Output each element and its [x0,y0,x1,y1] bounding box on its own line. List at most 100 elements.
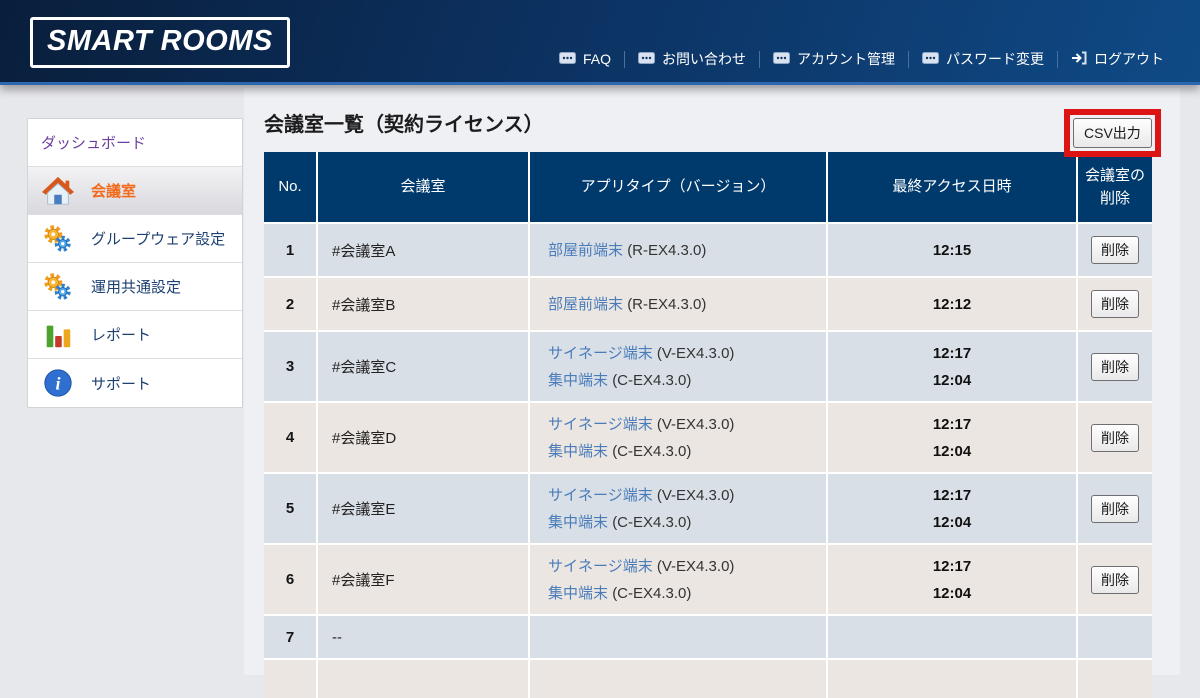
top-nav: FAQ お問い合わせ アカウント管理 パスワード変更 ログアウト [558,49,1164,69]
nav-password-label: パスワード変更 [946,51,1044,67]
nav-password-change[interactable]: パスワード変更 [922,49,1044,69]
nav-faq-label: FAQ [582,51,611,67]
sidebar-operation-label: 運用共通設定 [91,279,182,296]
app-type-cell: サイネージ端末 (V-EX4.3.0) 集中端末 (C-EX4.3.0) [530,401,828,472]
home-icon [41,175,75,207]
table-row: 1 #会議室A 部屋前端末 (R-EX4.3.0) 12:15 削除 [264,222,1152,276]
gears-icon [41,271,75,303]
delete-cell [1078,614,1152,658]
app-type-link[interactable]: 部屋前端末 [548,241,624,259]
app-type-cell: 部屋前端末 (R-EX4.3.0) [530,222,828,276]
sidebar-support-label: サポート [91,375,152,393]
delete-button[interactable]: 削除 [1091,352,1139,381]
col-header-no: No. [264,152,318,222]
app-version: (V-EX4.3.0) [656,557,735,575]
row-no: 6 [264,543,318,614]
last-access-time [828,614,1078,658]
nav-account-label: アカウント管理 [797,51,895,67]
app-type-link[interactable]: サイネージ端末 [548,415,653,433]
col-header-app-type: アプリタイプ（バージョン） [530,152,828,222]
nav-divider [624,50,625,68]
delete-button[interactable]: 削除 [1091,494,1139,523]
room-name: #会議室D [318,401,530,472]
sidebar-item-report[interactable]: レポート [28,311,242,359]
room-name: #会議室E [318,472,530,543]
gears-icon [41,223,75,255]
app-type-link[interactable]: サイネージ端末 [548,557,653,575]
delete-button[interactable]: 削除 [1091,290,1139,318]
sidebar-item-meeting-room[interactable]: 会議室 [28,167,242,215]
nav-divider [908,50,909,68]
room-name: #会議室F [318,543,530,614]
last-access-time: 12:17 12:04 [828,543,1078,614]
info-icon: i [41,367,75,399]
app-type-cell: 部屋前端末 (R-EX4.3.0) [530,276,828,330]
sidebar-item-groupware-settings[interactable]: グループウェア設定 [28,215,242,263]
table-row: 3 #会議室C サイネージ端末 (V-EX4.3.0) 集中端末 (C-EX4.… [264,330,1152,401]
sidebar-item-dashboard[interactable]: ダッシュボード [28,119,242,167]
app-type-cell: サイネージ端末 (V-EX4.3.0) 集中端末 (C-EX4.3.0) [530,330,828,401]
delete-button[interactable]: 削除 [1091,565,1139,594]
app-type-link[interactable]: サイネージ端末 [548,344,653,362]
table-row: 5 #会議室E サイネージ端末 (V-EX4.3.0) 集中端末 (C-EX4.… [264,472,1152,543]
row-no: 7 [264,614,318,658]
room-name: #会議室B [318,276,530,330]
room-name: #会議室A [318,222,530,276]
app-version: (C-EX4.3.0) [612,371,692,389]
csv-export-button[interactable]: CSV出力 [1073,118,1152,148]
nav-faq[interactable]: FAQ [558,51,611,67]
app-type-link[interactable]: 集中端末 [548,513,609,531]
row-no: 3 [264,330,318,401]
table-row: 4 #会議室D サイネージ端末 (V-EX4.3.0) 集中端末 (C-EX4.… [264,401,1152,472]
table-row: 7 -- [264,614,1152,658]
row-no: 2 [264,276,318,330]
app-type-link[interactable]: 集中端末 [548,442,609,460]
last-access-time: 12:17 12:04 [828,401,1078,472]
nav-logout-label: ログアウト [1094,51,1164,67]
nav-divider [759,50,760,68]
list-icon [638,51,655,67]
last-access-time: 12:12 [828,276,1078,330]
nav-divider [1057,50,1058,68]
nav-logout[interactable]: ログアウト [1071,49,1164,69]
table-row: 2 #会議室B 部屋前端末 (R-EX4.3.0) 12:12 削除 [264,276,1152,330]
nav-contact[interactable]: お問い合わせ [638,49,746,69]
sidebar-item-support[interactable]: i サポート [28,359,242,407]
nav-account-management[interactable]: アカウント管理 [773,49,895,69]
smart-rooms-logo[interactable]: SMART ROOMS [30,17,290,68]
col-header-delete: 会議室の削除 [1078,152,1152,222]
sidebar-dashboard-label: ダッシュボード [41,135,147,152]
main-content: 会議室一覧（契約ライセンス） No. 会議室 アプリタイプ（バージョン） 最終ア… [264,108,1152,698]
row-no: 5 [264,472,318,543]
sidebar-report-label: レポート [91,327,152,344]
col-header-room: 会議室 [318,152,530,222]
last-access-time: 12:17 12:04 [828,330,1078,401]
list-icon [922,51,939,67]
sidebar-item-operation-settings[interactable]: 運用共通設定 [28,263,242,311]
row-no: 4 [264,401,318,472]
delete-button[interactable]: 削除 [1091,423,1139,452]
app-type-cell [530,614,828,658]
last-access-time: 12:15 [828,222,1078,276]
delete-button[interactable]: 削除 [1091,236,1139,264]
app-version: (V-EX4.3.0) [656,486,735,504]
app-header: SMART ROOMS FAQ お問い合わせ アカウント管理 パスワード変更 ロ… [0,0,1200,85]
sidebar: ダッシュボード 会議室 グループウェア設定 運用共通設定 レポート i サポート [27,118,243,408]
app-version: (R-EX4.3.0) [627,241,707,259]
table-row-partial [264,658,1152,698]
csv-highlight-box: CSV出力 [1064,109,1161,157]
app-version: (C-EX4.3.0) [612,584,692,602]
app-type-cell: サイネージ端末 (V-EX4.3.0) 集中端末 (C-EX4.3.0) [530,472,828,543]
last-access-time: 12:17 12:04 [828,472,1078,543]
list-icon [558,51,576,67]
sidebar-meeting-room-label: 会議室 [91,183,137,200]
list-icon [773,51,790,67]
app-version: (C-EX4.3.0) [612,442,692,460]
table-header-row: No. 会議室 アプリタイプ（バージョン） 最終アクセス日時 会議室の削除 [264,152,1152,222]
app-type-link[interactable]: 集中端末 [548,584,609,602]
meeting-room-table: No. 会議室 アプリタイプ（バージョン） 最終アクセス日時 会議室の削除 1 … [264,152,1152,698]
app-version: (C-EX4.3.0) [612,513,692,531]
app-type-link[interactable]: 集中端末 [548,371,609,389]
app-type-link[interactable]: サイネージ端末 [548,486,653,504]
app-type-link[interactable]: 部屋前端末 [548,295,624,313]
